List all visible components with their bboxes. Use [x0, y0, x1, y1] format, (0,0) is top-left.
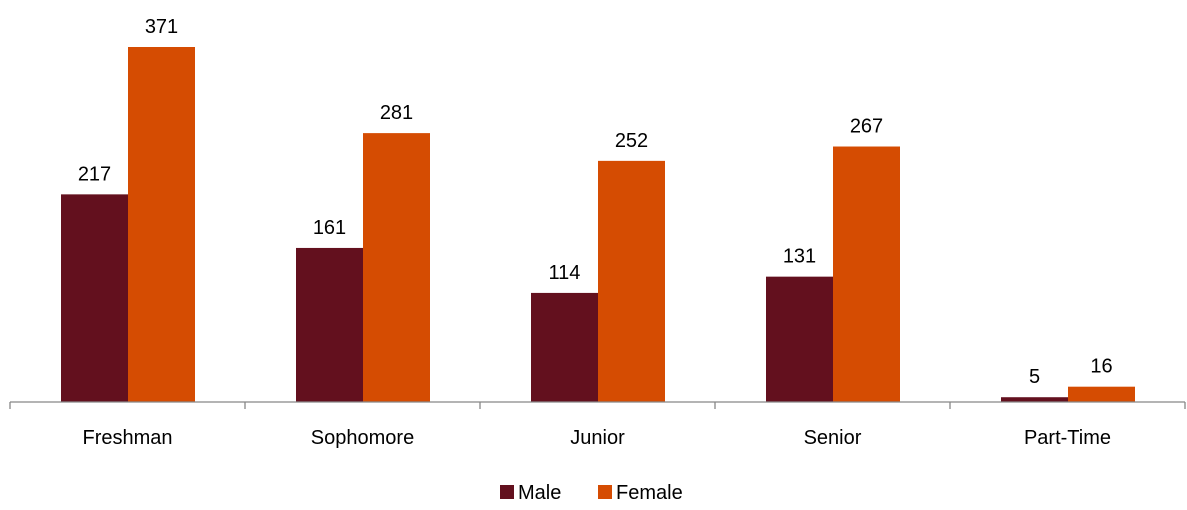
data-label-female-junior: 252: [615, 130, 648, 152]
legend-label-female: Female: [616, 482, 683, 504]
legend-label-male: Male: [518, 482, 561, 504]
bar-female-senior: [833, 146, 900, 402]
x-tick-label: Sophomore: [311, 427, 414, 449]
bar-male-junior: [531, 292, 598, 402]
data-label-female-sophomore: 281: [380, 102, 413, 124]
bar-female-junior: [598, 160, 665, 402]
x-tick-label: Freshman: [82, 427, 172, 449]
bar-male-freshman: [61, 194, 128, 402]
data-label-male-junior: 114: [549, 262, 581, 284]
data-label-male-senior: 131: [783, 246, 816, 268]
value-labels-layer: 217 371 161 281 114 252 131 267 5 16: [78, 16, 1113, 388]
data-label-female-freshman: 371: [145, 16, 178, 38]
bars-layer: [61, 47, 1135, 402]
x-tick-label: Junior: [570, 427, 625, 449]
legend-swatch-female: [598, 485, 612, 499]
data-label-female-senior: 267: [850, 116, 883, 138]
legend-swatch-male: [500, 485, 514, 499]
x-axis-ticks: [9, 402, 1186, 409]
bar-female-sophomore: [363, 133, 430, 402]
bar-male-sophomore: [296, 247, 363, 402]
data-label-male-sophomore: 161: [313, 217, 346, 239]
bar-male-senior: [766, 276, 833, 402]
x-axis-tick-labels: Freshman Sophomore Junior Senior Part-Time: [82, 427, 1111, 449]
x-tick-label: Part-Time: [1024, 427, 1111, 449]
data-label-female-part-time: 16: [1090, 356, 1112, 378]
bar-male-part-time: [1001, 397, 1068, 402]
data-label-male-freshman: 217: [78, 163, 111, 185]
bar-female-freshman: [128, 47, 195, 402]
x-tick-label: Senior: [804, 427, 862, 449]
bar-female-part-time: [1068, 386, 1135, 402]
data-label-male-part-time: 5: [1029, 366, 1040, 388]
legend: Male Female: [500, 482, 683, 504]
